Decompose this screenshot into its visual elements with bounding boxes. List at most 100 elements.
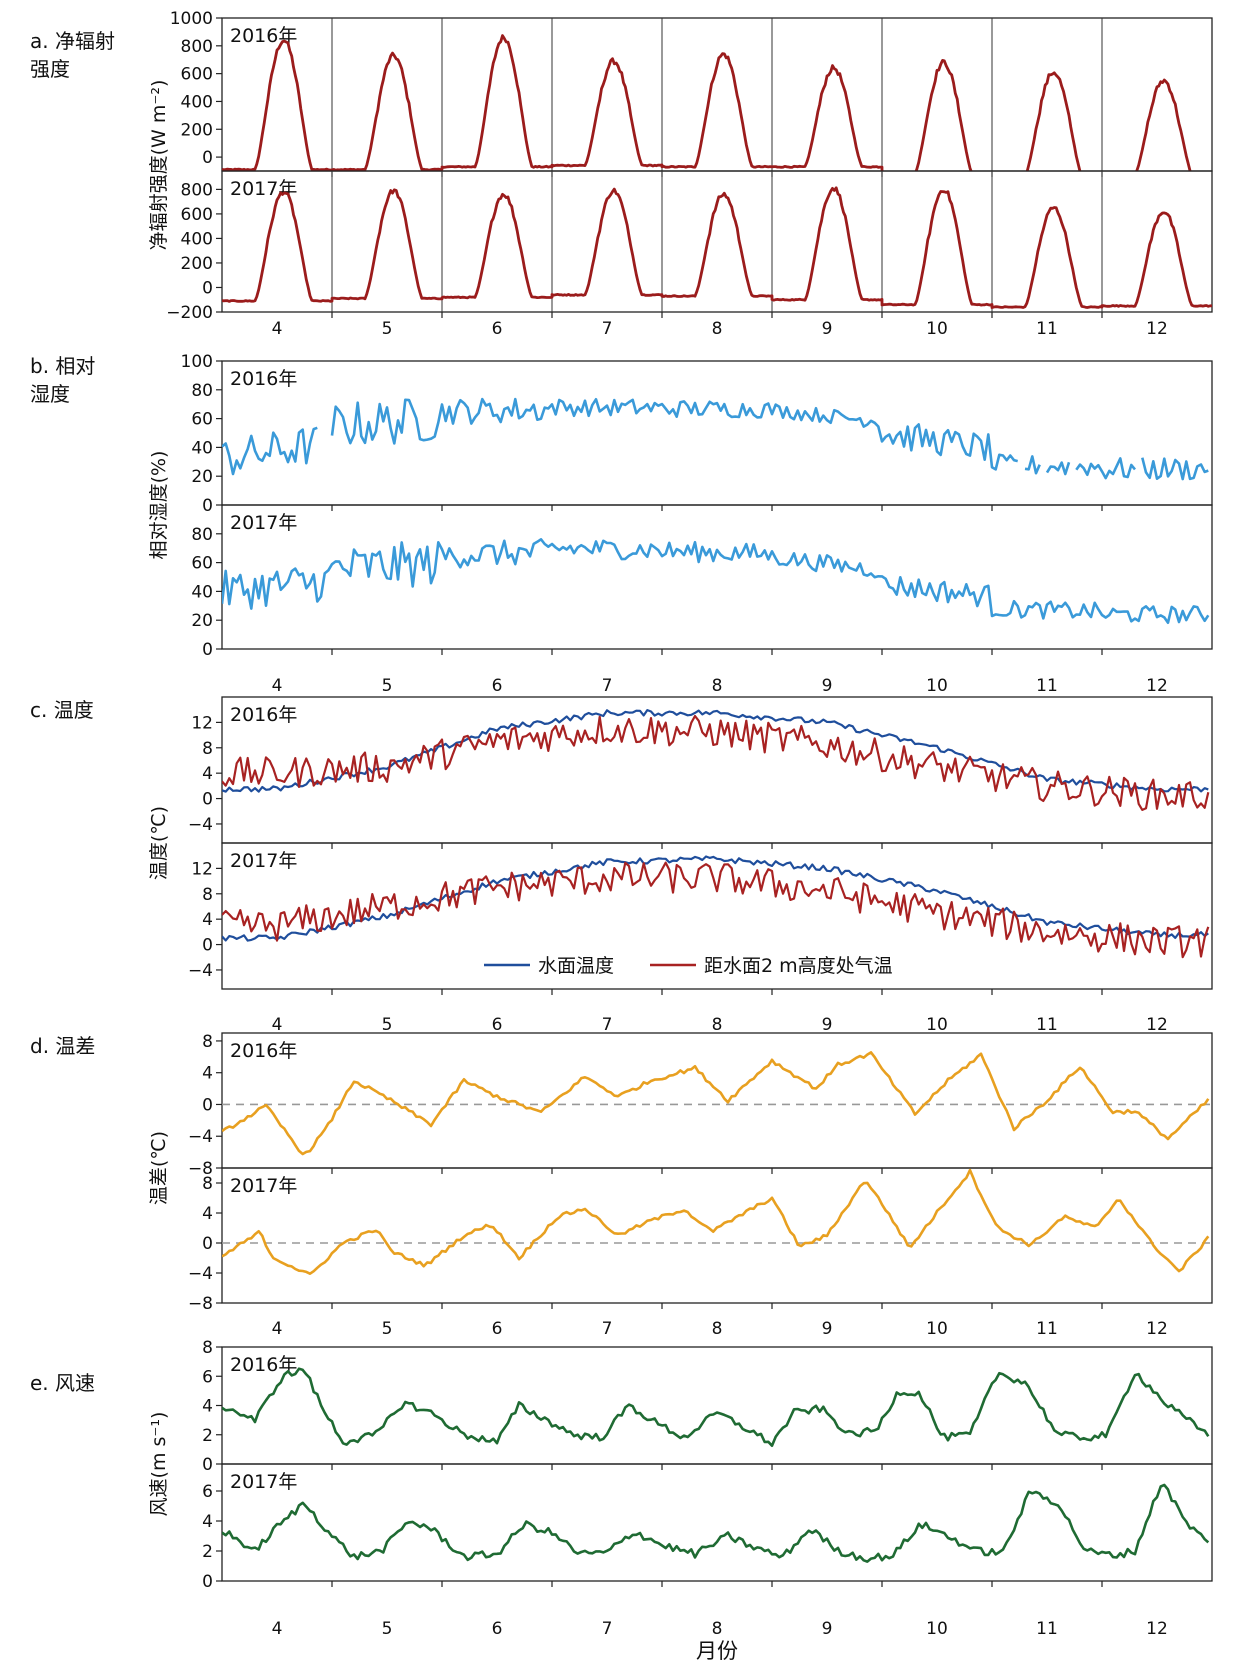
x-tick-label: 9: [822, 319, 833, 339]
x-tick-label: 10: [926, 319, 948, 339]
y-tick-label: 2: [202, 1426, 213, 1446]
y-tick-label: −8: [188, 1159, 213, 1179]
year-label: 2016年: [230, 25, 297, 47]
y-tick-label: 400: [181, 92, 213, 112]
panel-label: b. 相对: [30, 354, 95, 378]
x-tick-label: 11: [1036, 1619, 1058, 1639]
humidity-line: [222, 397, 1209, 481]
y-tick-label: 4: [202, 910, 213, 930]
x-tick-label: 4: [272, 319, 283, 339]
year-label: 2017年: [230, 1175, 297, 1197]
panel-label: 强度: [30, 57, 70, 81]
year-label: 2016年: [230, 704, 297, 726]
x-tick-label: 4: [272, 676, 283, 696]
x-tick-label: 5: [382, 1319, 393, 1339]
x-tick-label: 10: [926, 1619, 948, 1639]
y-tick-label: 60: [191, 410, 213, 430]
x-tick-label: 4: [272, 1619, 283, 1639]
temp-difference-line: [222, 1051, 1210, 1156]
air-temperature-line: [222, 714, 1210, 811]
x-tick-label: 12: [1146, 676, 1168, 696]
y-tick-label: 0: [202, 936, 213, 956]
y-tick-label: 8: [202, 1338, 213, 1358]
y-tick-label: 40: [191, 438, 213, 458]
x-tick-label: 7: [602, 319, 613, 339]
y-tick-label: 4: [202, 1397, 213, 1417]
plot-frame: [221, 1346, 1213, 1465]
wind-speed-line: [222, 1367, 1210, 1447]
y-tick-label: 0: [202, 790, 213, 810]
year-label: 2017年: [230, 1471, 297, 1493]
x-tick-label: 9: [822, 1319, 833, 1339]
y-tick-label: 0: [202, 1095, 213, 1115]
y-axis-label: 相对湿度(%): [148, 451, 170, 560]
x-axis-title: 月份: [696, 1639, 738, 1663]
y-tick-label: 20: [191, 611, 213, 631]
year-label: 2017年: [230, 850, 297, 872]
y-tick-label: 4: [202, 1204, 213, 1224]
air-temperature-line: [222, 861, 1210, 959]
x-tick-label: 9: [822, 1619, 833, 1639]
plot-frame: [221, 1463, 1213, 1582]
x-tick-label: 7: [602, 676, 613, 696]
y-axis-label: 风速(m s⁻¹): [148, 1412, 170, 1517]
x-tick-label: 11: [1036, 1319, 1058, 1339]
y-tick-label: 4: [202, 1064, 213, 1084]
y-tick-label: 40: [191, 582, 213, 602]
y-tick-label: −4: [188, 1127, 213, 1147]
y-tick-label: 8: [202, 1032, 213, 1052]
y-tick-label: 600: [181, 65, 213, 85]
legend: 水面温度 距水面2 m高度处气温: [484, 955, 893, 977]
x-tick-label: 10: [926, 1015, 948, 1035]
x-tick-label: 8: [712, 319, 723, 339]
plot-frame: [221, 1167, 1213, 1304]
y-axis-label: 净辐射强度(W m⁻²): [148, 80, 170, 251]
y-tick-label: 200: [181, 120, 213, 140]
panel-label: e. 风速: [30, 1371, 95, 1395]
x-tick-label: 5: [382, 1015, 393, 1035]
y-tick-label: 6: [202, 1367, 213, 1387]
x-tick-label: 9: [822, 676, 833, 696]
y-tick-label: 0: [202, 278, 213, 298]
y-tick-label: 0: [202, 640, 213, 660]
x-tick-label: 6: [492, 319, 503, 339]
x-tick-label: 9: [822, 1015, 833, 1035]
x-tick-label: 11: [1036, 1015, 1058, 1035]
x-tick-label: 5: [382, 1619, 393, 1639]
x-tick-label: 6: [492, 1015, 503, 1035]
x-tick-label: 5: [382, 676, 393, 696]
y-tick-label: 200: [181, 254, 213, 274]
y-tick-label: 2: [202, 1542, 213, 1562]
x-tick-label: 12: [1146, 1015, 1168, 1035]
legend-entry: 距水面2 m高度处气温: [704, 955, 893, 977]
y-tick-label: −4: [188, 1264, 213, 1284]
year-label: 2017年: [230, 178, 297, 200]
x-tick-label: 4: [272, 1015, 283, 1035]
y-tick-label: 4: [202, 1512, 213, 1532]
x-tick-label: 7: [602, 1015, 613, 1035]
y-tick-label: 100: [181, 352, 213, 372]
y-tick-label: 20: [191, 467, 213, 487]
x-tick-label: 8: [712, 1015, 723, 1035]
x-tick-label: 6: [492, 1619, 503, 1639]
y-tick-label: 0: [202, 1234, 213, 1254]
legend-entry: 水面温度: [538, 955, 614, 977]
wind-speed-line: [222, 1483, 1210, 1563]
net-radiation-line: [222, 186, 1212, 309]
y-tick-label: 8: [202, 1174, 213, 1194]
x-tick-label: 5: [382, 319, 393, 339]
y-tick-label: 80: [191, 525, 213, 545]
y-tick-label: −4: [188, 815, 213, 835]
plot-frame: [221, 170, 1213, 313]
y-tick-label: −8: [188, 1294, 213, 1314]
y-tick-label: 8: [202, 885, 213, 905]
temp-difference-line: [222, 1168, 1210, 1275]
y-tick-label: 1000: [170, 9, 213, 29]
y-tick-label: 12: [191, 713, 213, 733]
y-tick-label: 600: [181, 205, 213, 225]
y-tick-label: 80: [191, 381, 213, 401]
x-tick-label: 6: [492, 1319, 503, 1339]
year-label: 2017年: [230, 512, 297, 534]
